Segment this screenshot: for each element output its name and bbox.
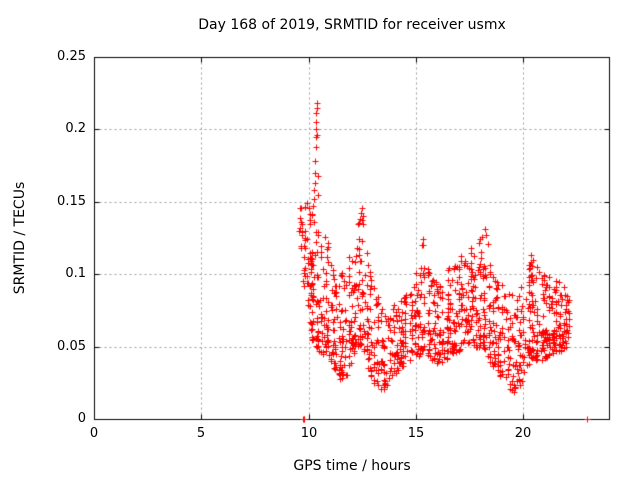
x-tick-label: 15 [407,426,425,441]
y-tick-label: 0.25 [57,49,86,64]
x-axis-label: GPS time / hours [293,458,411,474]
y-tick-label: 0.05 [57,339,86,354]
y-tick-label: 0.1 [65,266,86,281]
y-tick-label: 0 [77,411,86,426]
x-tick-label: 20 [514,426,532,441]
chart-title: Day 168 of 2019, SRMTID for receiver usm… [198,17,506,33]
x-tick-label: 0 [89,426,99,441]
x-tick-label: 5 [196,426,206,441]
y-tick-label: 0.15 [57,194,86,209]
y-tick-label: 0.2 [65,121,86,136]
x-tick-label: 10 [300,426,318,441]
